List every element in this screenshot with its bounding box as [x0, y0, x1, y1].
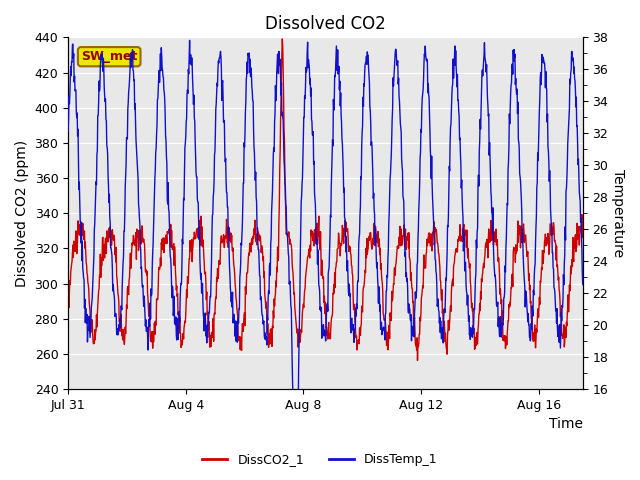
Legend: DissCO2_1, DissTemp_1: DissCO2_1, DissTemp_1 [197, 448, 443, 471]
Title: Dissolved CO2: Dissolved CO2 [265, 15, 386, 33]
Y-axis label: Temperature: Temperature [611, 169, 625, 257]
X-axis label: Time: Time [548, 418, 583, 432]
Y-axis label: Dissolved CO2 (ppm): Dissolved CO2 (ppm) [15, 140, 29, 287]
Text: SW_met: SW_met [81, 50, 138, 63]
